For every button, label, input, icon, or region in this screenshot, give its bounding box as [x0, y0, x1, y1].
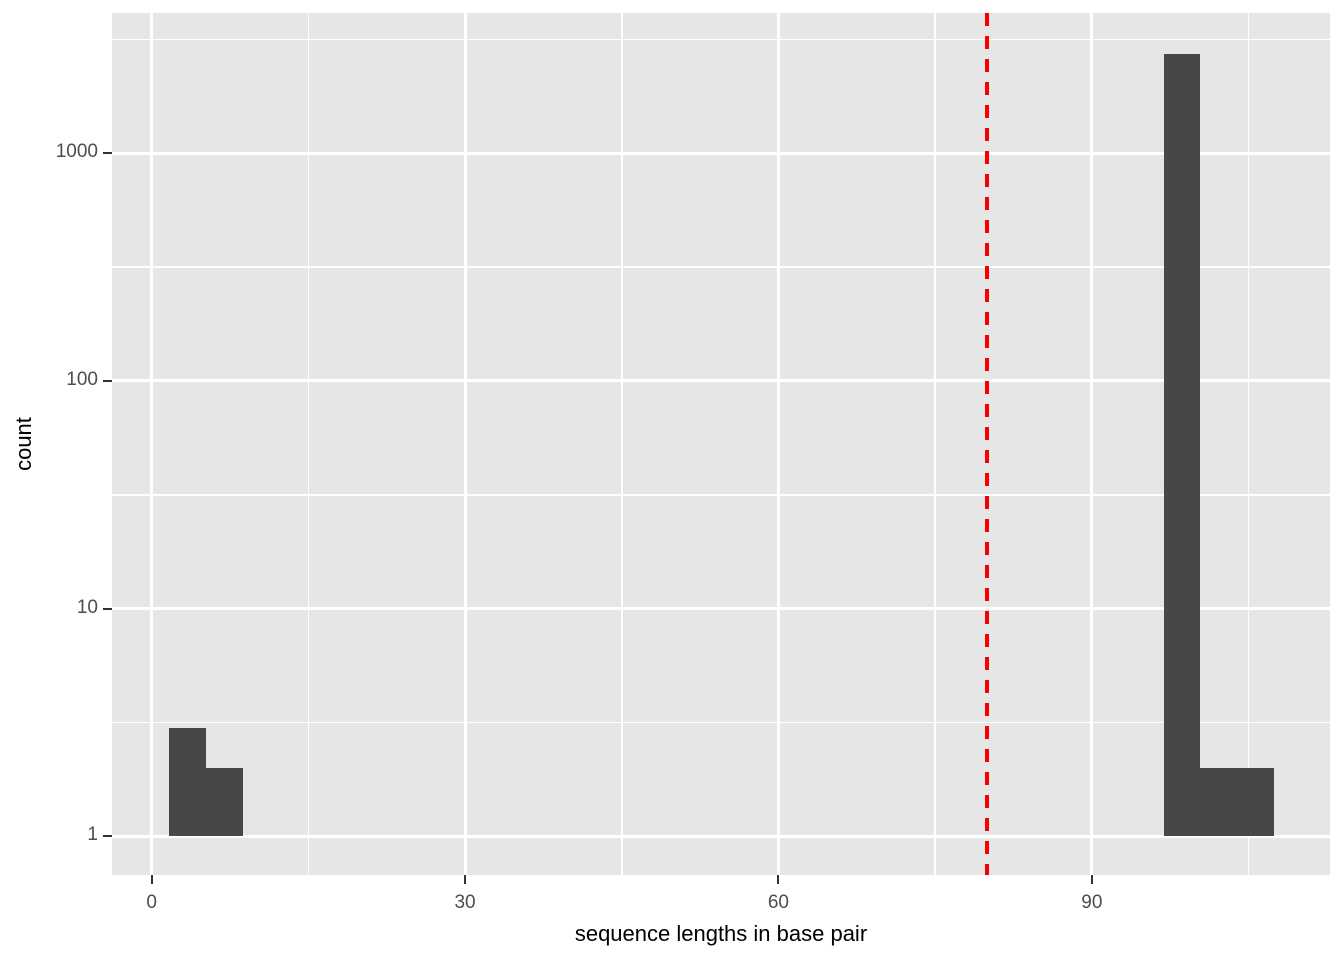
x-major-gridline: [776, 13, 780, 875]
y-axis-tick-label: 1000: [55, 141, 98, 163]
histogram-bar: [1163, 53, 1201, 837]
x-minor-gridline: [307, 13, 310, 875]
x-minor-gridline: [1247, 13, 1250, 875]
x-axis-tick: [777, 875, 780, 884]
y-minor-gridline: [112, 721, 1330, 724]
x-axis-tick-label: 0: [146, 892, 157, 913]
y-major-gridline: [112, 834, 1330, 838]
x-major-gridline: [1090, 13, 1094, 875]
y-axis-tick-label: 1: [87, 824, 98, 846]
y-major-gridline: [112, 151, 1330, 155]
x-axis-tick: [150, 875, 153, 884]
x-axis-tick-label: 30: [454, 892, 476, 913]
x-axis-tick-label: 90: [1081, 892, 1103, 913]
x-major-gridline: [150, 13, 154, 875]
x-axis-tick-label: 60: [767, 892, 789, 913]
plot-panel: [112, 13, 1330, 875]
x-axis-title: sequence lengths in base pair: [574, 921, 868, 946]
y-axis-tick: [103, 607, 112, 610]
x-axis-tick: [464, 875, 467, 884]
x-minor-gridline: [934, 13, 936, 875]
x-major-gridline: [463, 13, 467, 875]
y-major-gridline: [112, 379, 1330, 383]
threshold-vline: [985, 13, 990, 875]
x-minor-gridline: [621, 13, 623, 875]
y-major-gridline: [112, 607, 1330, 611]
y-axis-tick-label: 100: [66, 368, 98, 390]
y-minor-gridline: [112, 266, 1330, 268]
y-axis-title: count: [11, 417, 36, 471]
y-minor-gridline: [112, 494, 1330, 496]
histogram-bar: [1200, 767, 1274, 837]
y-axis-tick: [103, 379, 112, 382]
y-axis-tick: [103, 835, 112, 838]
y-axis-tick-label: 10: [76, 596, 98, 618]
histogram-bar: [169, 727, 206, 837]
histogram-bar: [206, 767, 243, 837]
y-axis-tick: [103, 152, 112, 155]
y-minor-gridline: [112, 38, 1330, 41]
x-axis-tick: [1090, 875, 1093, 884]
